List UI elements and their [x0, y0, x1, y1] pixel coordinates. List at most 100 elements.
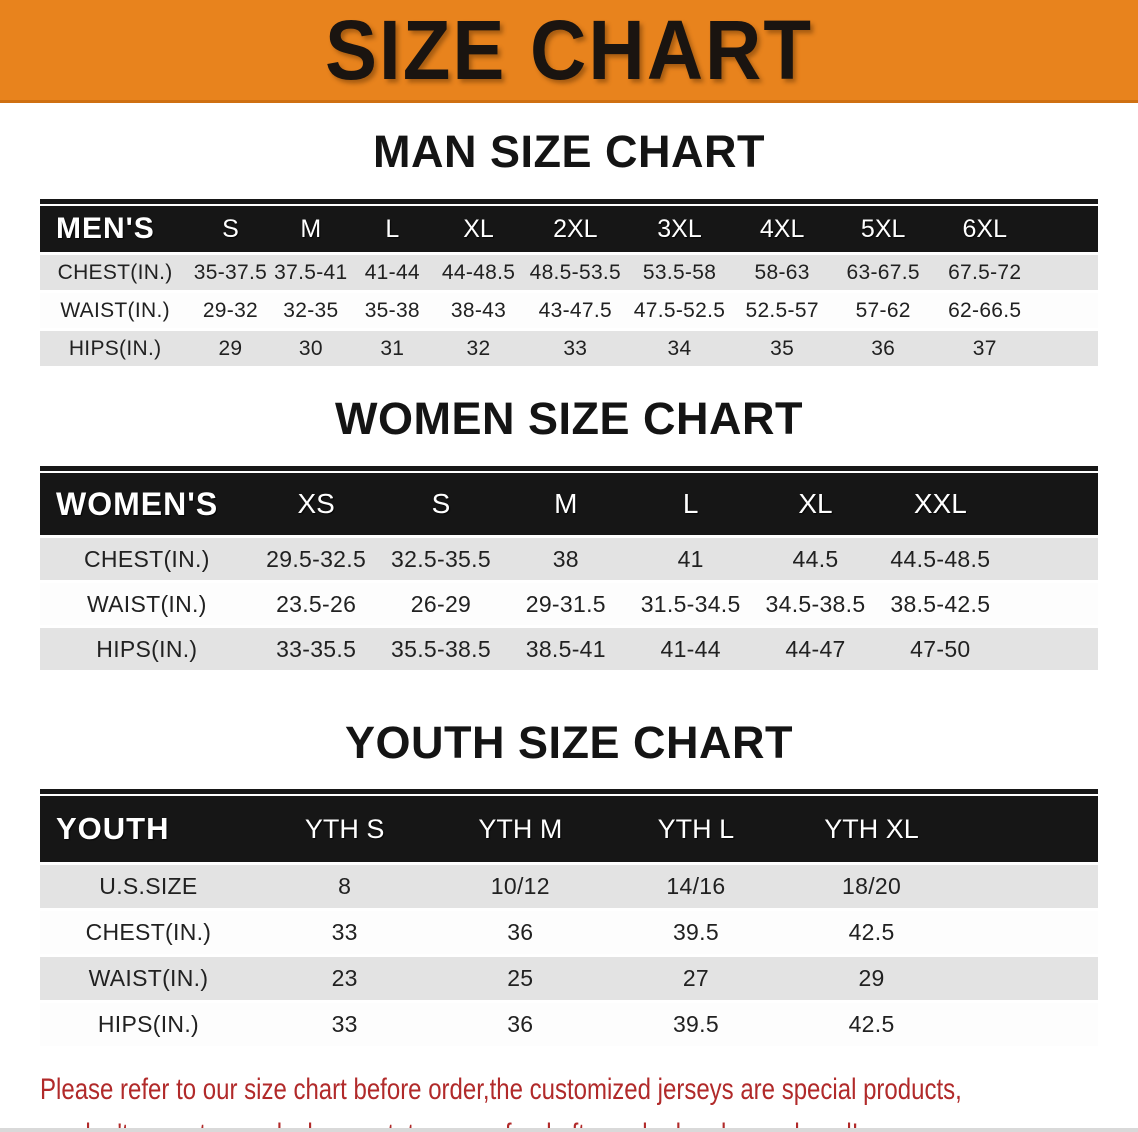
measurement-value-cell: 34.5-38.5 — [753, 580, 878, 627]
measurement-value-cell: 36 — [432, 1000, 609, 1046]
spacer-cell — [1035, 290, 1098, 330]
measurement-row: CHEST(IN.) 29.5-32.5 32.5-35.5 38 41 44.5 44.5… — [40, 535, 1098, 582]
measurement-row: HIPS(IN.) 33 36 39.5 42.5 — [40, 1000, 1098, 1046]
size-column-header: 6XL — [933, 206, 1036, 254]
measurement-row: CHEST(IN.) 35-37.5 37.5-41 41-44 44-48.5 48.5… — [40, 252, 1098, 292]
measurement-value-cell: 37.5-41 — [270, 252, 352, 292]
measurement-row: WAIST(IN.) 23.5-26 26-29 29-31.5 31.5-34.5 34… — [40, 580, 1098, 627]
measurement-row: HIPS(IN.) 33-35.5 35.5-38.5 38.5-41 41-44 44-… — [40, 625, 1098, 670]
measurement-row-label: HIPS(IN.) — [40, 625, 254, 670]
spacer-cell — [959, 908, 1098, 956]
spacer-cell — [1035, 328, 1098, 366]
measurement-value-cell: 42.5 — [783, 1000, 960, 1046]
measurement-row-label: HIPS(IN.) — [40, 328, 191, 366]
size-charts: MAN SIZE CHART MEN'S S M L XL 2XL 3XL 4XL 5XL 6XL… — [0, 127, 1138, 1046]
women-size-chart-heading: WOMEN SIZE CHART — [335, 393, 803, 444]
measurement-value-cell: 31.5-34.5 — [628, 580, 754, 627]
measurement-value-cell: 34 — [627, 328, 732, 366]
measurement-value-cell: 52.5-57 — [731, 290, 833, 330]
size-column-header: S — [190, 206, 271, 254]
measurement-row-label: WAIST(IN.) — [40, 954, 257, 1002]
measurement-row: WAIST(IN.) 29-32 32-35 35-38 38-43 43-47.5 47.… — [40, 290, 1098, 330]
size-column-header: YTH S — [256, 796, 433, 864]
size-column-header: L — [628, 473, 754, 537]
measurement-value-cell: 58-63 — [731, 252, 833, 292]
size-column-header: S — [378, 473, 504, 537]
measurement-value-cell: 63-67.5 — [832, 252, 934, 292]
measurement-value-cell: 41-44 — [351, 252, 434, 292]
women-size-table: WOMEN'S XS S M L XL XXL CHEST(IN.) 29.5-32.5 32.… — [40, 473, 1098, 670]
measurement-value-cell: 29 — [190, 328, 271, 366]
youth-size-table-wrap: YOUTH YTH S YTH M YTH L YTH XL U.S.SIZE 8 10/1… — [40, 789, 1098, 1046]
measurement-value-cell: 25 — [432, 954, 609, 1002]
measurement-value-cell: 38.5-42.5 — [877, 580, 1003, 627]
measurement-value-cell: 39.5 — [608, 1000, 784, 1046]
measurement-value-cell: 41-44 — [628, 625, 754, 670]
youth-size-chart-heading: YOUTH SIZE CHART — [344, 717, 793, 768]
measurement-value-cell: 36 — [432, 908, 609, 956]
size-column-header: L — [351, 206, 434, 254]
spacer-cell — [1035, 252, 1098, 292]
spacer-cell — [1002, 535, 1098, 582]
size-header-row: MEN'S S M L XL 2XL 3XL 4XL 5XL 6XL — [40, 206, 1098, 254]
measurement-value-cell: 35-38 — [351, 290, 434, 330]
men-size-chart-section: MAN SIZE CHART MEN'S S M L XL 2XL 3XL 4XL 5XL 6XL… — [0, 127, 1138, 366]
measurement-value-cell: 44-47 — [753, 625, 878, 670]
measurement-value-cell: 29-31.5 — [503, 580, 629, 627]
measurement-row: U.S.SIZE 8 10/12 14/16 18/20 — [40, 862, 1098, 910]
measurement-value-cell: 38 — [503, 535, 629, 582]
youth-table-label: YOUTH — [40, 796, 257, 864]
size-column-header: YTH XL — [783, 796, 960, 864]
measurement-value-cell: 41 — [628, 535, 754, 582]
measurement-value-cell: 32-35 — [270, 290, 352, 330]
measurement-value-cell: 44-48.5 — [433, 252, 524, 292]
size-column-header: XL — [433, 206, 524, 254]
size-column-header: XXL — [877, 473, 1003, 537]
men-size-chart-heading: MAN SIZE CHART — [373, 126, 765, 177]
measurement-value-cell: 30 — [270, 328, 352, 366]
youth-size-table: YOUTH YTH S YTH M YTH L YTH XL U.S.SIZE 8 10/1… — [40, 796, 1098, 1046]
measurement-value-cell: 32.5-35.5 — [378, 535, 504, 582]
measurement-value-cell: 29-32 — [190, 290, 271, 330]
measurement-row-label: U.S.SIZE — [40, 862, 257, 910]
size-column-header: 4XL — [731, 206, 833, 254]
measurement-row: HIPS(IN.) 29 30 31 32 33 34 35 36 37 — [40, 328, 1098, 366]
men-size-table: MEN'S S M L XL 2XL 3XL 4XL 5XL 6XL CHEST(IN.) 35-3… — [40, 206, 1098, 366]
spacer-cell — [1035, 206, 1098, 254]
size-header-row: YOUTH YTH S YTH M YTH L YTH XL — [40, 796, 1098, 864]
measurement-value-cell: 14/16 — [608, 862, 784, 910]
measurement-value-cell: 67.5-72 — [933, 252, 1036, 292]
measurement-value-cell: 44.5-48.5 — [877, 535, 1003, 582]
measurement-value-cell: 47-50 — [877, 625, 1003, 670]
measurement-value-cell: 35.5-38.5 — [378, 625, 504, 670]
measurement-value-cell: 23.5-26 — [253, 580, 379, 627]
measurement-value-cell: 33 — [256, 1000, 433, 1046]
measurement-value-cell: 36 — [832, 328, 934, 366]
measurement-value-cell: 29 — [783, 954, 960, 1002]
men-table-label: MEN'S — [40, 206, 191, 254]
women-size-chart-section: WOMEN SIZE CHART WOMEN'S XS S M L XL XXL CHEST… — [0, 394, 1138, 670]
measurement-row: CHEST(IN.) 33 36 39.5 42.5 — [40, 908, 1098, 956]
measurement-row-label: HIPS(IN.) — [40, 1000, 257, 1046]
measurement-value-cell: 10/12 — [432, 862, 609, 910]
disclaimer-line-2: we don't accept cancel, change, teturn o… — [40, 1112, 1138, 1128]
measurement-value-cell: 47.5-52.5 — [627, 290, 732, 330]
banner: SIZE CHART — [0, 0, 1138, 103]
measurement-value-cell: 48.5-53.5 — [523, 252, 628, 292]
measurement-row-label: CHEST(IN.) — [40, 535, 254, 582]
measurement-value-cell: 62-66.5 — [933, 290, 1036, 330]
spacer-cell — [1002, 625, 1098, 670]
women-table-label: WOMEN'S — [40, 473, 254, 537]
measurement-value-cell: 39.5 — [608, 908, 784, 956]
women-size-table-wrap: WOMEN'S XS S M L XL XXL CHEST(IN.) 29.5-32.5 32.… — [40, 466, 1098, 670]
measurement-value-cell: 53.5-58 — [627, 252, 732, 292]
measurement-row-label: WAIST(IN.) — [40, 580, 254, 627]
measurement-value-cell: 29.5-32.5 — [253, 535, 379, 582]
measurement-row-label: WAIST(IN.) — [40, 290, 191, 330]
disclaimer-line-1: Please refer to our size chart before or… — [40, 1073, 962, 1106]
measurement-row-label: CHEST(IN.) — [40, 908, 257, 956]
measurement-value-cell: 33 — [523, 328, 628, 366]
measurement-value-cell: 27 — [608, 954, 784, 1002]
measurement-value-cell: 18/20 — [783, 862, 960, 910]
size-column-header: 5XL — [832, 206, 934, 254]
